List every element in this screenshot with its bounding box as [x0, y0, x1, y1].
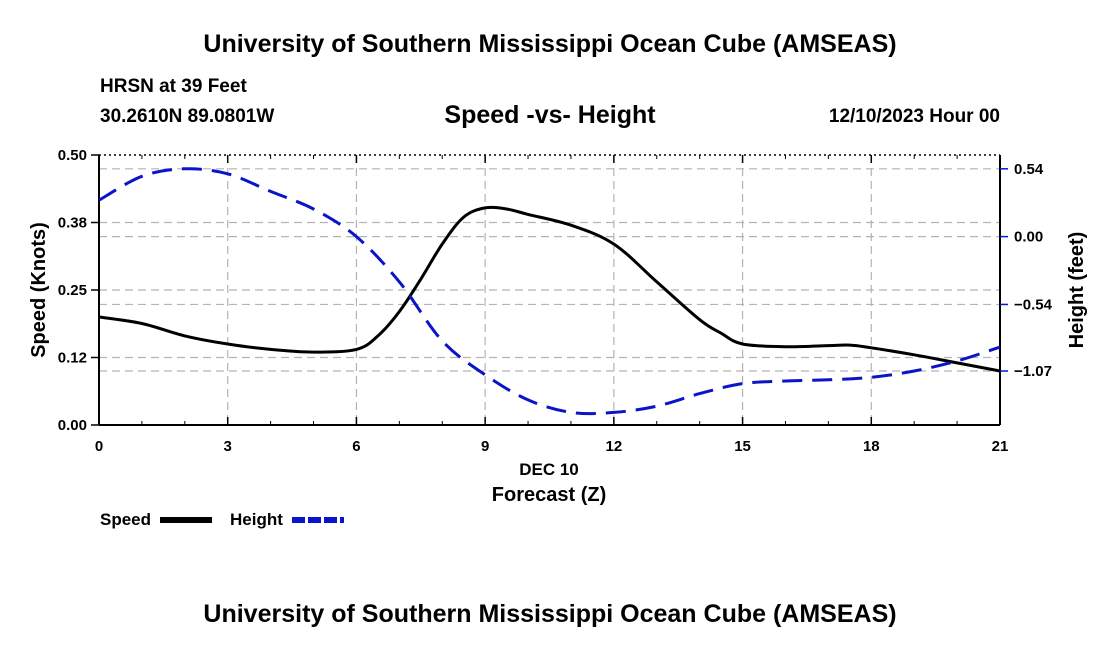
- x-axis-date-label: DEC 10: [519, 460, 579, 479]
- legend-height-label: Height: [230, 510, 283, 529]
- legend-speed-label: Speed: [100, 510, 152, 529]
- y-axis-label: Speed (Knots): [28, 222, 50, 358]
- station-label: HRSN at 39 Feet: [100, 76, 247, 97]
- y2-axis-label: Height (feet): [1066, 232, 1088, 349]
- forecast-date: 12/10/2023 Hour 00: [828, 106, 1000, 127]
- y2-tick-label: 0.54: [1014, 161, 1044, 178]
- y-tick-label: 0.12: [58, 350, 87, 367]
- x-axis-label: Forecast (Z): [492, 484, 606, 506]
- y-tick-label: 0.25: [58, 282, 87, 299]
- x-tick-label: 6: [352, 438, 360, 455]
- y2-tick-label: −1.07: [1014, 363, 1052, 380]
- y-tick-label: 0.00: [58, 417, 87, 434]
- height-series-line: [98, 167, 1001, 416]
- page-title-bottom: University of Southern Mississippi Ocean…: [203, 600, 897, 628]
- station-coords: 30.2610N 89.0801W: [100, 106, 275, 127]
- page-title-top: University of Southern Mississippi Ocean…: [203, 30, 897, 58]
- y-tick-label: 0.38: [58, 215, 87, 232]
- speed-series-line: [98, 205, 1001, 373]
- x-tick-label: 9: [481, 438, 489, 455]
- x-tick-label: 21: [992, 438, 1009, 455]
- y2-tick-label: −0.54: [1014, 296, 1053, 313]
- y-tick-label: 0.50: [58, 147, 87, 164]
- y2-tick-label: 0.00: [1014, 229, 1043, 246]
- x-tick-label: 18: [863, 438, 880, 455]
- chart-title: Speed -vs- Height: [444, 101, 656, 129]
- x-tick-label: 15: [734, 438, 751, 455]
- x-tick-label: 0: [95, 438, 103, 455]
- x-tick-label: 3: [224, 438, 232, 455]
- x-tick-label: 12: [606, 438, 623, 455]
